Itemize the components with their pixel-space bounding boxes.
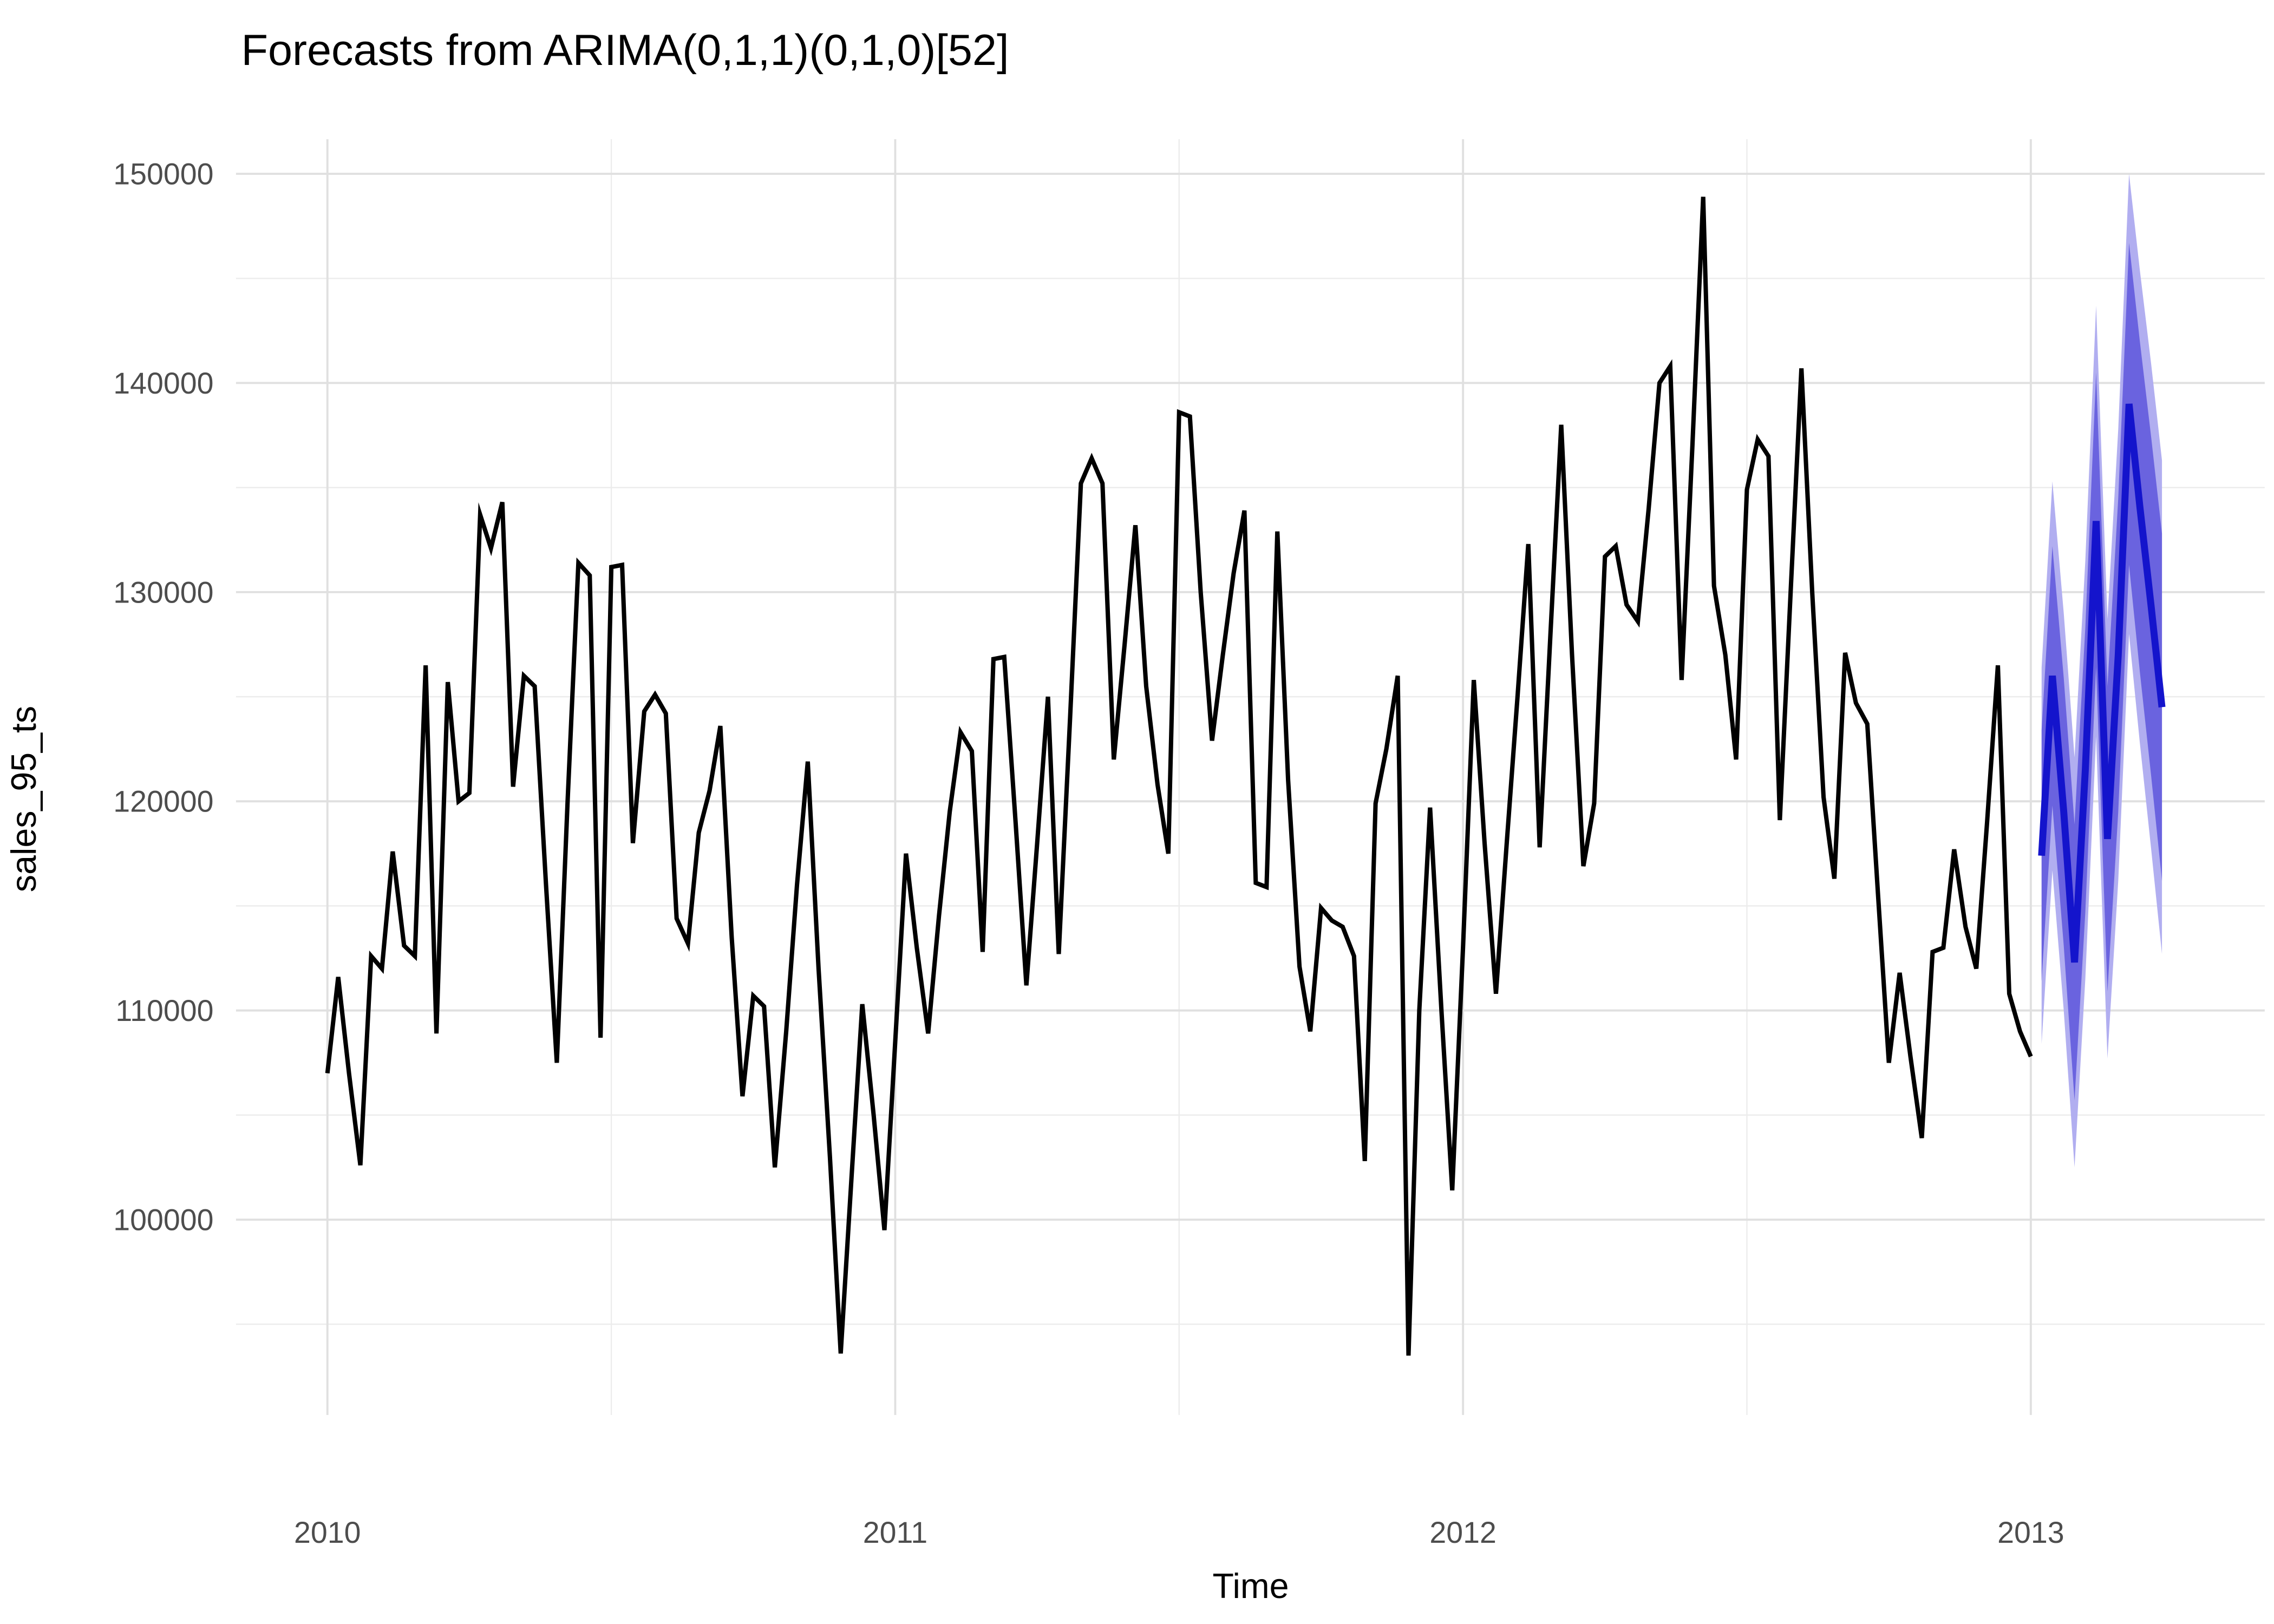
forecast-mean-line — [2038, 403, 2166, 963]
y-tick-label: 100000 — [113, 1203, 213, 1237]
forecast-line — [2038, 403, 2166, 963]
x-tick-label: 2012 — [1429, 1516, 1496, 1549]
x-axis-title: Time — [1213, 1567, 1289, 1606]
x-tick-label: 2010 — [294, 1516, 361, 1549]
y-tick-label: 140000 — [113, 366, 213, 400]
x-tick-label: 2011 — [863, 1516, 927, 1549]
y-tick-label: 120000 — [113, 785, 213, 818]
x-tick-label: 2013 — [1997, 1516, 2064, 1549]
y-axis-tick-labels: 100000 110000 120000 130000 140000 150000 — [113, 158, 213, 1237]
chart-title: Forecasts from ARIMA(0,1,1)(0,1,0)[52] — [241, 26, 1009, 75]
observed-series-line — [325, 197, 2033, 1356]
x-axis-tick-labels: 2010 2011 2012 2013 — [294, 1516, 2064, 1549]
observed-line — [325, 197, 2033, 1356]
y-tick-label: 130000 — [113, 575, 213, 609]
y-tick-label: 110000 — [115, 994, 213, 1027]
y-tick-label: 150000 — [113, 158, 213, 191]
gridlines-major — [236, 139, 2265, 1415]
y-axis-title: sales_95_ts — [4, 706, 43, 892]
